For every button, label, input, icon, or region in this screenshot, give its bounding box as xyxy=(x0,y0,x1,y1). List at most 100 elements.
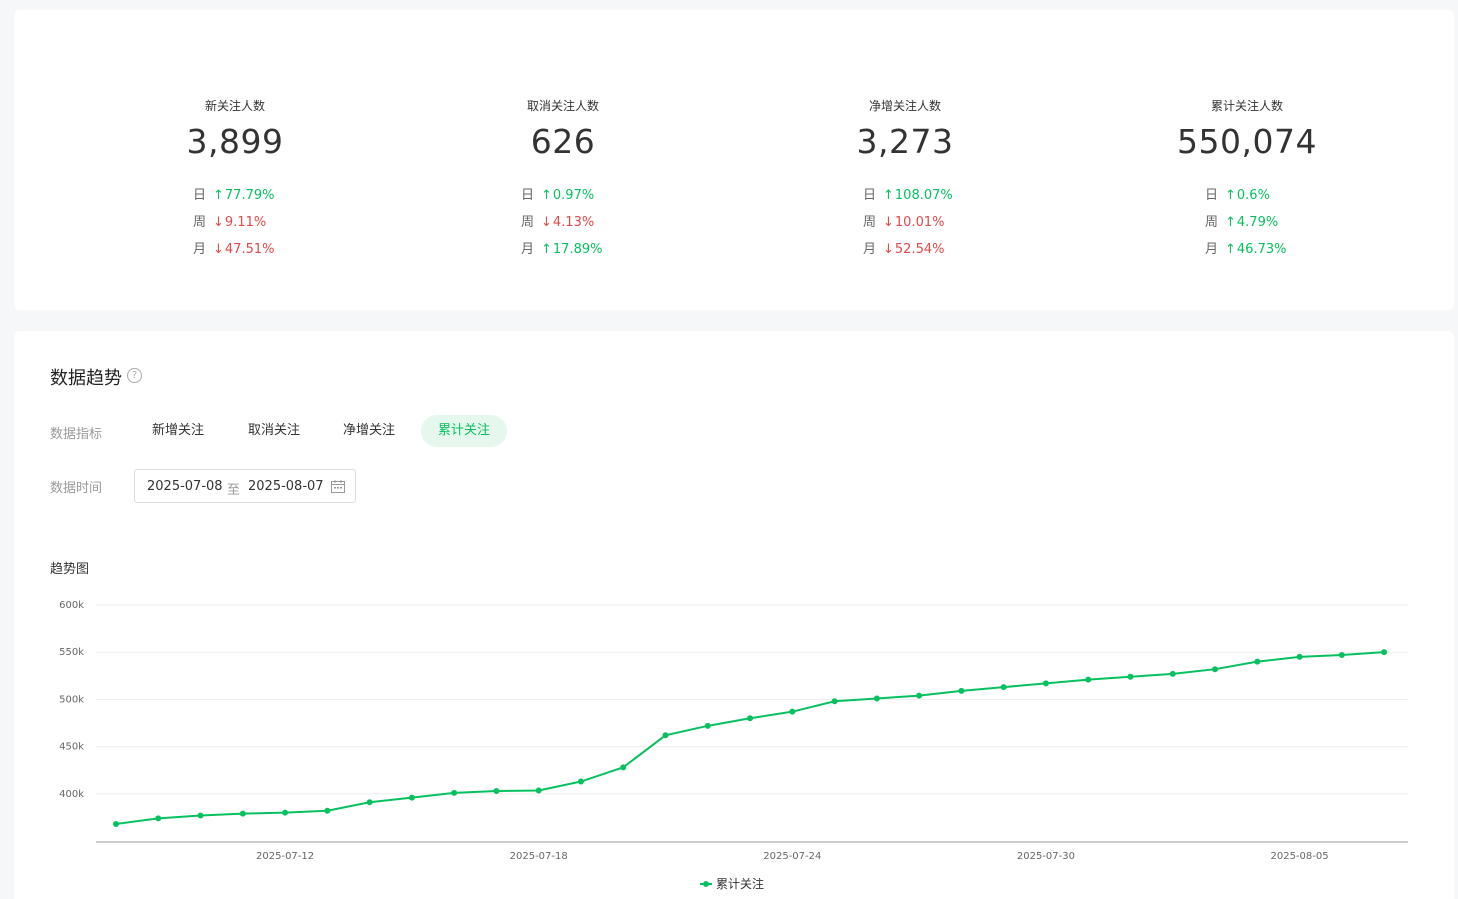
stat-change-week: 周 ↓10.01% xyxy=(780,209,1030,236)
section-title: 数据趋势 xyxy=(50,368,122,389)
data-point[interactable] xyxy=(1338,652,1345,659)
arrow-down-icon: ↓ xyxy=(213,241,224,257)
data-point[interactable] xyxy=(535,787,542,794)
data-point[interactable] xyxy=(408,794,415,801)
period-label: 周 xyxy=(521,214,535,230)
x-tick-label: 2025-08-05 xyxy=(1270,851,1328,862)
data-point[interactable] xyxy=(831,698,838,705)
x-tick-label: 2025-07-12 xyxy=(256,851,314,862)
data-point[interactable] xyxy=(1000,684,1007,691)
trend-chart: 400k 450k 500k 550k 600k 2025-07-12 2025-07-18… xyxy=(59,600,1408,891)
arrow-up-icon: ↑ xyxy=(1225,187,1236,203)
data-point[interactable] xyxy=(1169,670,1176,677)
change-value: 108.07% xyxy=(894,187,953,203)
stat-value: 3,899 xyxy=(186,122,284,161)
metric-filter-label: 数据指标 xyxy=(50,427,103,442)
stat-value: 3,273 xyxy=(856,122,954,161)
data-point[interactable] xyxy=(1296,653,1303,660)
data-point[interactable] xyxy=(366,799,373,806)
stat-change-day: 日 ↑0.97% xyxy=(438,182,688,209)
change-value: 0.6% xyxy=(1236,187,1270,203)
arrow-up-icon: ↑ xyxy=(541,241,552,257)
y-tick-label: 450k xyxy=(59,742,84,753)
period-label: 月 xyxy=(521,241,535,257)
stat-value: 550,074 xyxy=(1177,122,1317,161)
period-label: 日 xyxy=(521,187,535,203)
change-value: 4.79% xyxy=(1236,214,1279,230)
data-point[interactable] xyxy=(789,708,796,715)
data-point[interactable] xyxy=(1381,649,1388,656)
tab-new-follow[interactable]: 新增关注 xyxy=(152,423,205,438)
data-point[interactable] xyxy=(577,778,584,785)
data-point[interactable] xyxy=(113,821,119,828)
data-point[interactable] xyxy=(1127,673,1134,680)
arrow-up-icon: ↑ xyxy=(883,187,894,203)
period-label: 日 xyxy=(863,187,877,203)
x-tick-label: 2025-07-24 xyxy=(763,851,821,862)
x-tick-label: 2025-07-30 xyxy=(1017,851,1075,862)
data-point[interactable] xyxy=(916,692,923,699)
period-label: 周 xyxy=(193,214,207,230)
data-point[interactable] xyxy=(1042,680,1049,687)
data-point[interactable] xyxy=(493,787,500,794)
stats-card: 新关注人数 3,899 日 ↑77.79% 周 ↓9.11% 月 ↓47.51% 取消… xyxy=(14,10,1454,310)
chart-title: 趋势图 xyxy=(50,562,90,577)
data-point[interactable] xyxy=(958,687,965,694)
tab-total-follow[interactable]: 累计关注 xyxy=(421,415,508,447)
data-point[interactable] xyxy=(239,810,246,817)
arrow-up-icon: ↑ xyxy=(541,187,552,203)
date-range-picker[interactable]: 2025-07-08 至 2025-08-07 xyxy=(134,469,356,503)
change-value: 4.13% xyxy=(552,214,595,230)
calendar-icon[interactable] xyxy=(331,480,345,493)
arrow-down-icon: ↓ xyxy=(883,214,894,230)
change-value: 9.11% xyxy=(224,214,267,230)
date-start[interactable]: 2025-07-08 xyxy=(147,479,223,494)
stat-label: 累计关注人数 xyxy=(1210,99,1283,113)
data-point[interactable] xyxy=(662,732,669,739)
legend-marker xyxy=(703,881,709,887)
change-value: 47.51% xyxy=(224,241,275,257)
data-point[interactable] xyxy=(747,715,754,722)
data-point[interactable] xyxy=(1212,666,1219,673)
data-point[interactable] xyxy=(282,809,289,816)
y-tick-label: 400k xyxy=(59,789,84,800)
period-label: 月 xyxy=(193,241,207,257)
arrow-up-icon: ↑ xyxy=(1225,241,1236,257)
stat-label: 取消关注人数 xyxy=(526,99,599,113)
stat-change-month: 月 ↓47.51% xyxy=(110,236,360,263)
stat-change-day: 日 ↑0.6% xyxy=(1122,182,1372,209)
data-point[interactable] xyxy=(197,812,204,819)
stat-change-day: 日 ↑108.07% xyxy=(780,182,1030,209)
tab-net-follow[interactable]: 净增关注 xyxy=(343,423,396,438)
arrow-down-icon: ↓ xyxy=(213,214,224,230)
data-point[interactable] xyxy=(155,815,162,822)
data-point[interactable] xyxy=(1085,676,1092,683)
stat-change-month: 月 ↑17.89% xyxy=(438,236,688,263)
date-end[interactable]: 2025-08-07 xyxy=(248,479,324,494)
stat-value: 626 xyxy=(530,122,596,161)
tab-unfollow[interactable]: 取消关注 xyxy=(248,423,301,438)
date-separator: 至 xyxy=(227,483,241,498)
data-point[interactable] xyxy=(1254,658,1261,665)
data-point[interactable] xyxy=(324,807,331,814)
question-circle-icon[interactable]: ? xyxy=(127,368,142,383)
stat-label: 新关注人数 xyxy=(204,99,265,113)
x-tick-label: 2025-07-18 xyxy=(510,851,568,862)
data-point[interactable] xyxy=(873,695,880,702)
period-label: 月 xyxy=(1205,241,1219,257)
data-point[interactable] xyxy=(451,789,458,796)
y-tick-label: 550k xyxy=(59,647,84,658)
stat-change-week: 周 ↑4.79% xyxy=(1122,209,1372,236)
legend-label[interactable]: 累计关注 xyxy=(716,876,764,891)
time-filter-label: 数据时间 xyxy=(50,481,103,496)
data-point[interactable] xyxy=(620,764,627,771)
stat-label: 净增关注人数 xyxy=(868,99,941,113)
data-point[interactable] xyxy=(704,722,711,729)
arrow-up-icon: ↑ xyxy=(1225,214,1236,230)
arrow-down-icon: ↓ xyxy=(883,241,894,257)
period-label: 日 xyxy=(193,187,207,203)
y-tick-label: 500k xyxy=(59,694,84,705)
stat-change-month: 月 ↑46.73% xyxy=(1122,236,1372,263)
change-value: 17.89% xyxy=(552,241,603,257)
change-value: 52.54% xyxy=(894,241,945,257)
